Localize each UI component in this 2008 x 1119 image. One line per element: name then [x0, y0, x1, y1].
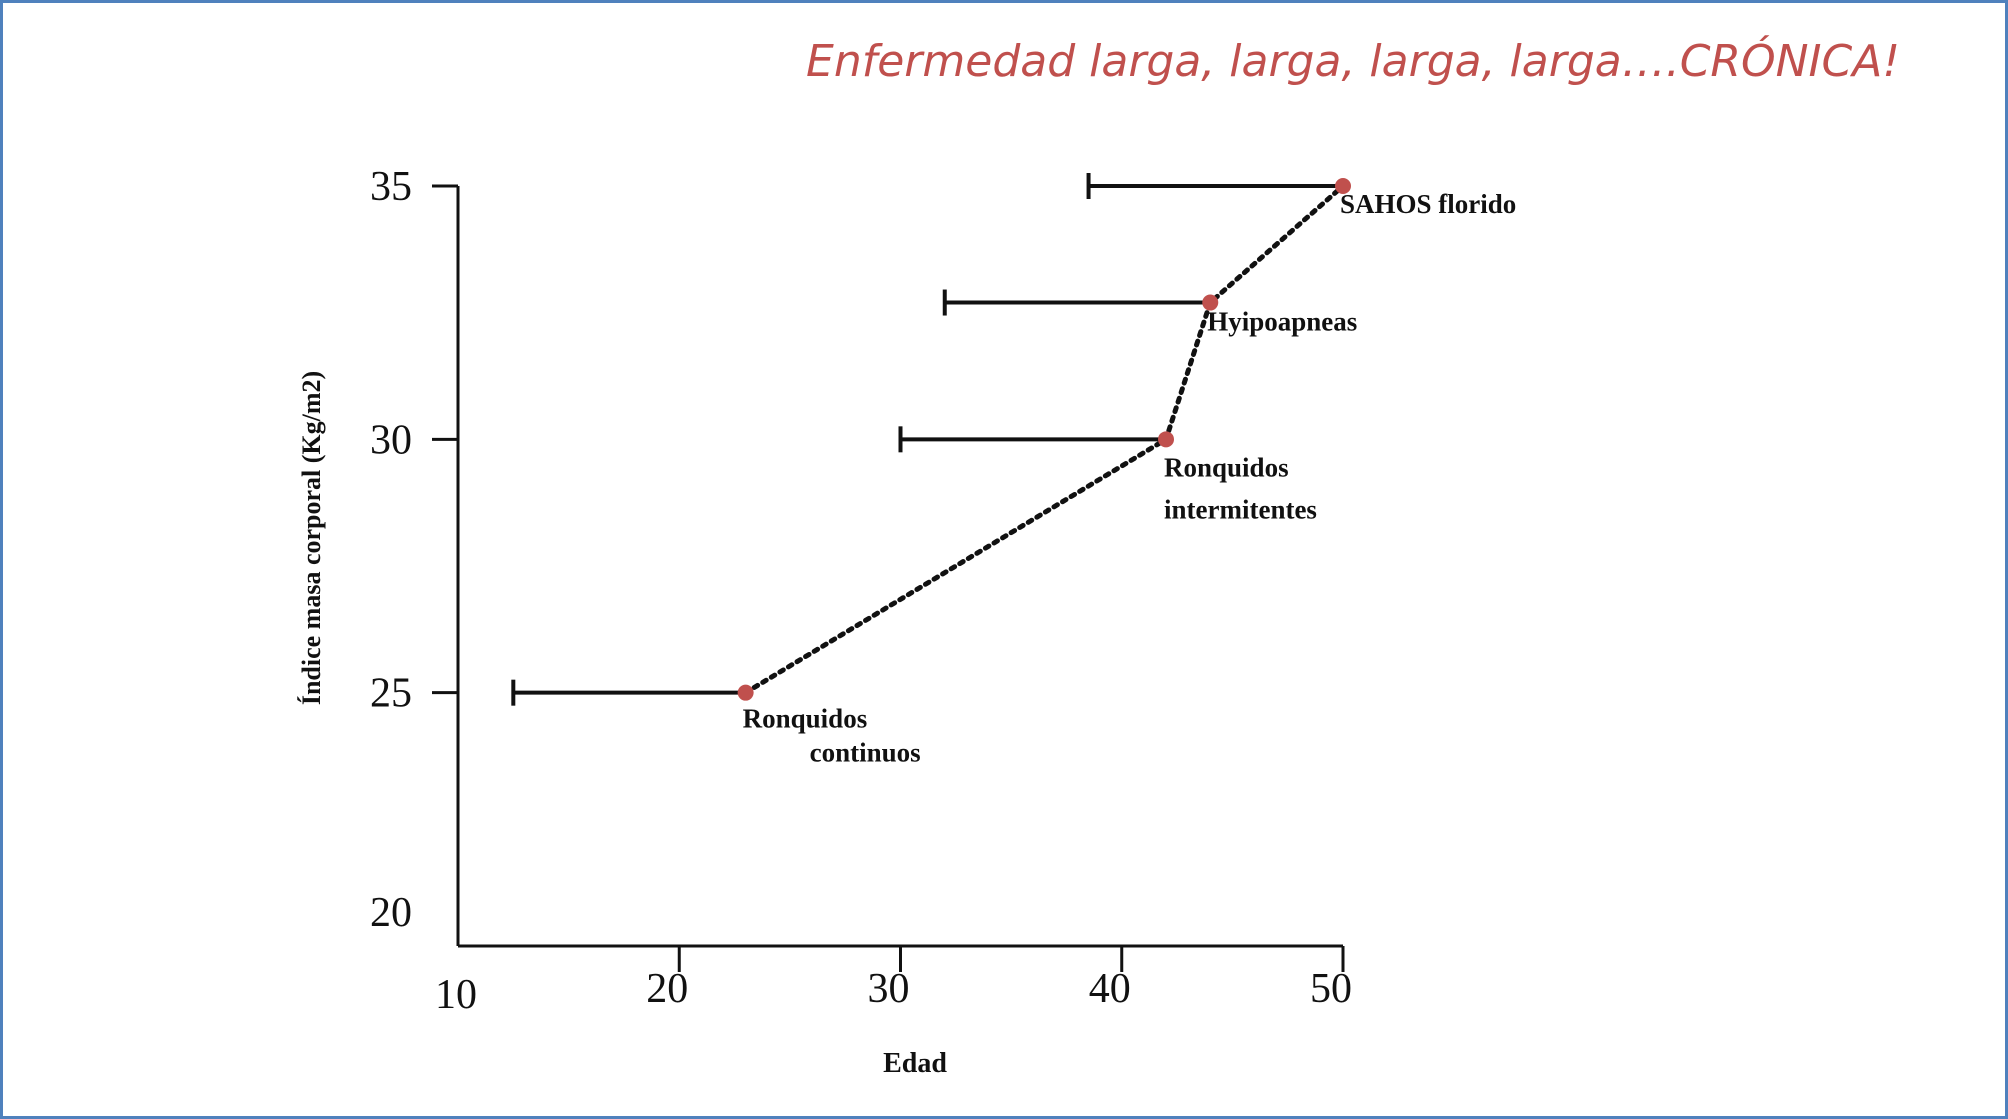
x-tick-label: 10 — [435, 972, 477, 1018]
data-point — [1335, 178, 1351, 194]
y-axis-title: Índice masa corporal (Kg/m2) — [297, 371, 326, 705]
x-tick-label: 20 — [646, 966, 688, 1012]
x-tick-label: 40 — [1089, 966, 1131, 1012]
y-tick-label: 30 — [370, 417, 412, 463]
point-label: Hyipoapneas — [1207, 307, 1357, 337]
data-points — [737, 178, 1351, 701]
slide-title: Enfermedad larga, larga, larga, larga….C… — [806, 36, 1900, 87]
y-tick-label: 35 — [370, 164, 412, 210]
y-tick-label: 20 — [370, 890, 412, 936]
y-ticks: 20 25 30 35 — [370, 164, 458, 936]
point-label: Ronquidos — [1164, 452, 1289, 482]
point-labels: Ronquidos continuos Ronquidos intermitentes… — [743, 189, 1517, 768]
x-axis-title: Edad — [883, 1048, 947, 1079]
x-ticks: 10 20 30 40 50 — [435, 946, 1352, 1018]
data-point — [1202, 294, 1219, 311]
data-point — [1158, 431, 1174, 448]
trend-connector — [743, 183, 1346, 696]
point-label: continuos — [810, 738, 921, 768]
point-label: Ronquidos — [743, 704, 868, 734]
point-label: SAHOS florido — [1340, 189, 1516, 219]
x-tick-label: 30 — [868, 966, 910, 1012]
point-label: intermitentes — [1164, 494, 1317, 524]
data-point — [737, 684, 754, 701]
y-tick-label: 25 — [370, 671, 412, 717]
x-tick-label: 50 — [1310, 966, 1352, 1012]
range-bars — [511, 173, 1343, 706]
